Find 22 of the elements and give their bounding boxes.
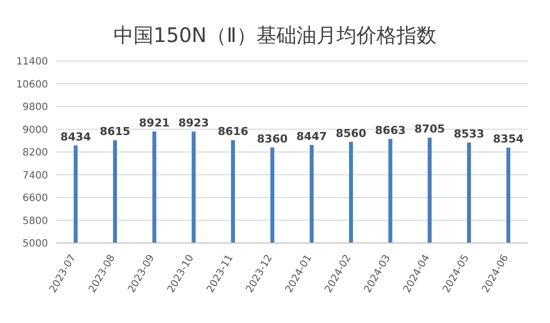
data-label: 8705: [414, 122, 445, 136]
y-tick-label: 10600: [16, 79, 48, 90]
y-tick-label: 5800: [22, 216, 48, 227]
y-tick-label: 9800: [22, 102, 48, 114]
data-label: 8616: [218, 125, 249, 138]
data-label: 8921: [139, 116, 170, 130]
data-label: 8923: [178, 116, 209, 130]
data-label: 8360: [257, 132, 288, 146]
data-label: 8560: [336, 126, 367, 140]
y-tick-label: 11400: [16, 56, 48, 68]
data-label: 8434: [60, 130, 92, 144]
data-label: 8663: [375, 124, 406, 137]
data-label: 8447: [296, 130, 327, 143]
data-label: 8615: [100, 125, 130, 138]
y-tick-label: 6600: [22, 193, 48, 204]
y-tick-label: 8200: [22, 148, 48, 159]
data-label: 8533: [454, 128, 484, 141]
data-label: 8354: [493, 132, 524, 146]
y-tick-label: 7400: [22, 170, 48, 182]
chart-title: 中国150N（Ⅱ）基础油月均价格指数: [112, 22, 438, 49]
y-tick-label: 9000: [22, 124, 48, 136]
y-tick-label: 5000: [22, 238, 48, 250]
